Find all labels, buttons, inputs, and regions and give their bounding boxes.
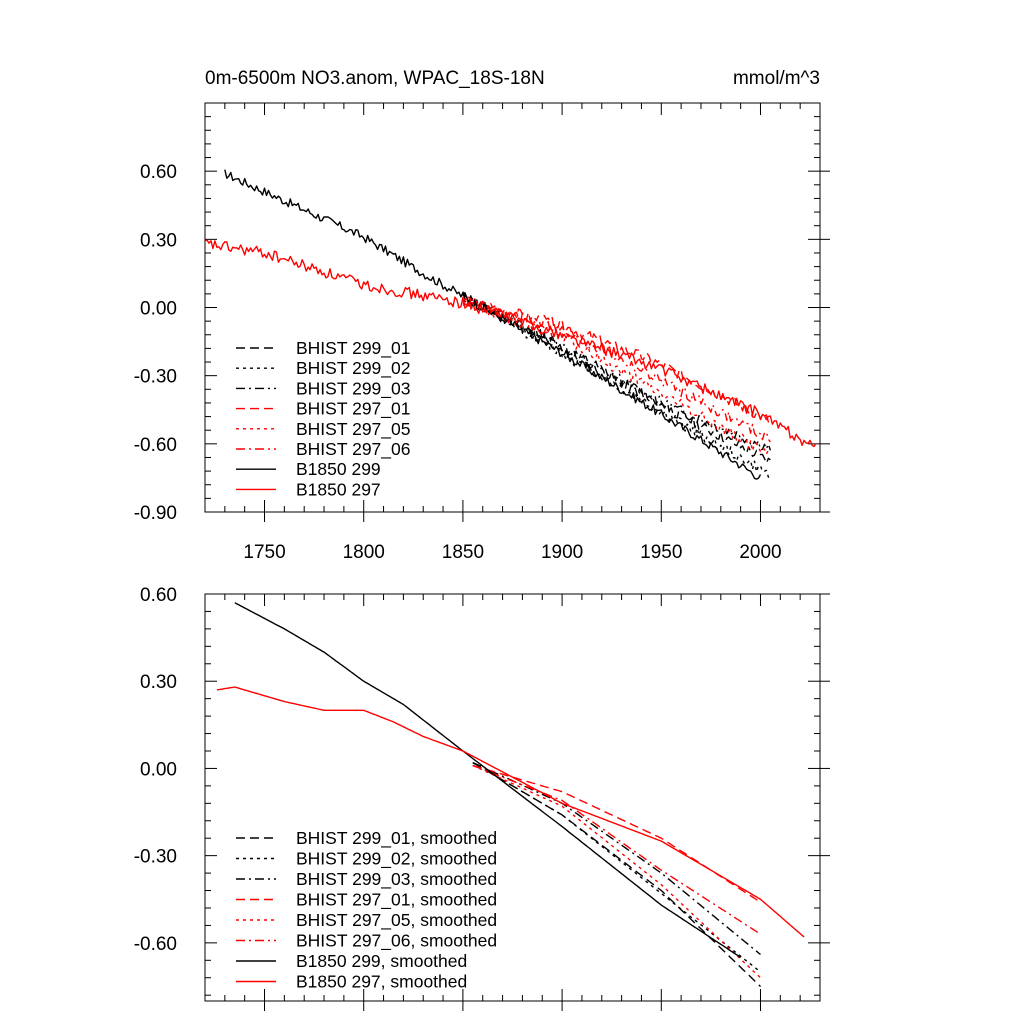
x-tick-label: 1850 (442, 542, 484, 563)
legend-label: BHIST 299_03 (296, 378, 410, 399)
x-tick-label: 1800 (343, 542, 385, 563)
series-line-b1850-299-smoothed (234, 602, 741, 958)
legend-label: BHIST 299_02, smoothed (296, 849, 497, 870)
legend-label: B1850 299, smoothed (296, 951, 467, 971)
series-line-bhist-297-01-smoothed (472, 764, 761, 903)
x-tick-label: 1950 (640, 542, 682, 563)
bottom-panel: -0.60 -0.30 0.00 0.30 0.60 BHIST 299_01, smoo… (134, 585, 830, 1011)
series-line-bhist-297-05-smoothed (472, 764, 761, 979)
series-line-b1850-297-smoothed (216, 686, 805, 938)
y-tick-label: 0.60 (140, 585, 177, 606)
series-group (216, 602, 805, 987)
series-line-bhist-297-06-smoothed (472, 764, 761, 935)
x-tick-label: 1750 (243, 542, 285, 563)
legend-label: BHIST 297_06 (296, 439, 410, 460)
legend-label: B1850 299 (296, 459, 381, 479)
legend-label: BHIST 299_01, smoothed (296, 828, 497, 849)
series-line-bhist-297-06 (462, 296, 771, 443)
y-tick-label: 0.30 (140, 672, 177, 693)
y-tick-label: 0.60 (140, 162, 177, 183)
legend-label: B1850 297 (296, 479, 381, 499)
series-line-bhist-299-02 (462, 293, 772, 482)
y-tick-label: -0.90 (134, 503, 177, 524)
y-tick-label: -0.30 (134, 847, 177, 868)
y-tick-label: 0.00 (140, 299, 177, 320)
legend-label: BHIST 299_03, smoothed (296, 869, 497, 890)
legend-label: B1850 297, smoothed (296, 972, 467, 992)
x-tick-label: 2000 (739, 542, 781, 563)
y-tick-label: -0.30 (134, 367, 177, 388)
chart-title: 0m-6500m NO3.anom, WPAC_18S-18N (205, 68, 545, 89)
legend-label: BHIST 297_01 (296, 399, 410, 420)
legend-label: BHIST 297_01, smoothed (296, 890, 497, 911)
plot-frame (204, 593, 821, 1002)
y-tick-label: -0.60 (134, 934, 177, 955)
y-tick-label: 0.00 (140, 759, 177, 780)
legend-label: BHIST 299_02 (296, 358, 410, 379)
y-tick-label: -0.60 (134, 435, 177, 456)
legend-label: BHIST 297_05 (296, 419, 410, 440)
legend-label: BHIST 299_01 (296, 338, 410, 359)
series-line-bhist-299-03 (462, 292, 772, 451)
legend-label: BHIST 297_06, smoothed (296, 931, 497, 952)
chart-units: mmol/m^3 (733, 68, 820, 89)
series-line-b1850-297 (205, 239, 817, 448)
top-panel: 1750 1800 1850 1900 1950 2000 -0.90 -0.60 -0.30 0… (134, 68, 830, 563)
x-tick-label: 1900 (541, 542, 583, 563)
legend-label: BHIST 297_05, smoothed (296, 910, 497, 931)
y-tick-label: 0.30 (140, 230, 177, 251)
series-line-bhist-297-05 (462, 296, 771, 455)
series-group (205, 169, 817, 482)
series-line-b1850-299 (224, 169, 762, 480)
series-line-bhist-299-01-smoothed (472, 761, 761, 987)
series-line-bhist-299-02-smoothed (472, 761, 761, 973)
